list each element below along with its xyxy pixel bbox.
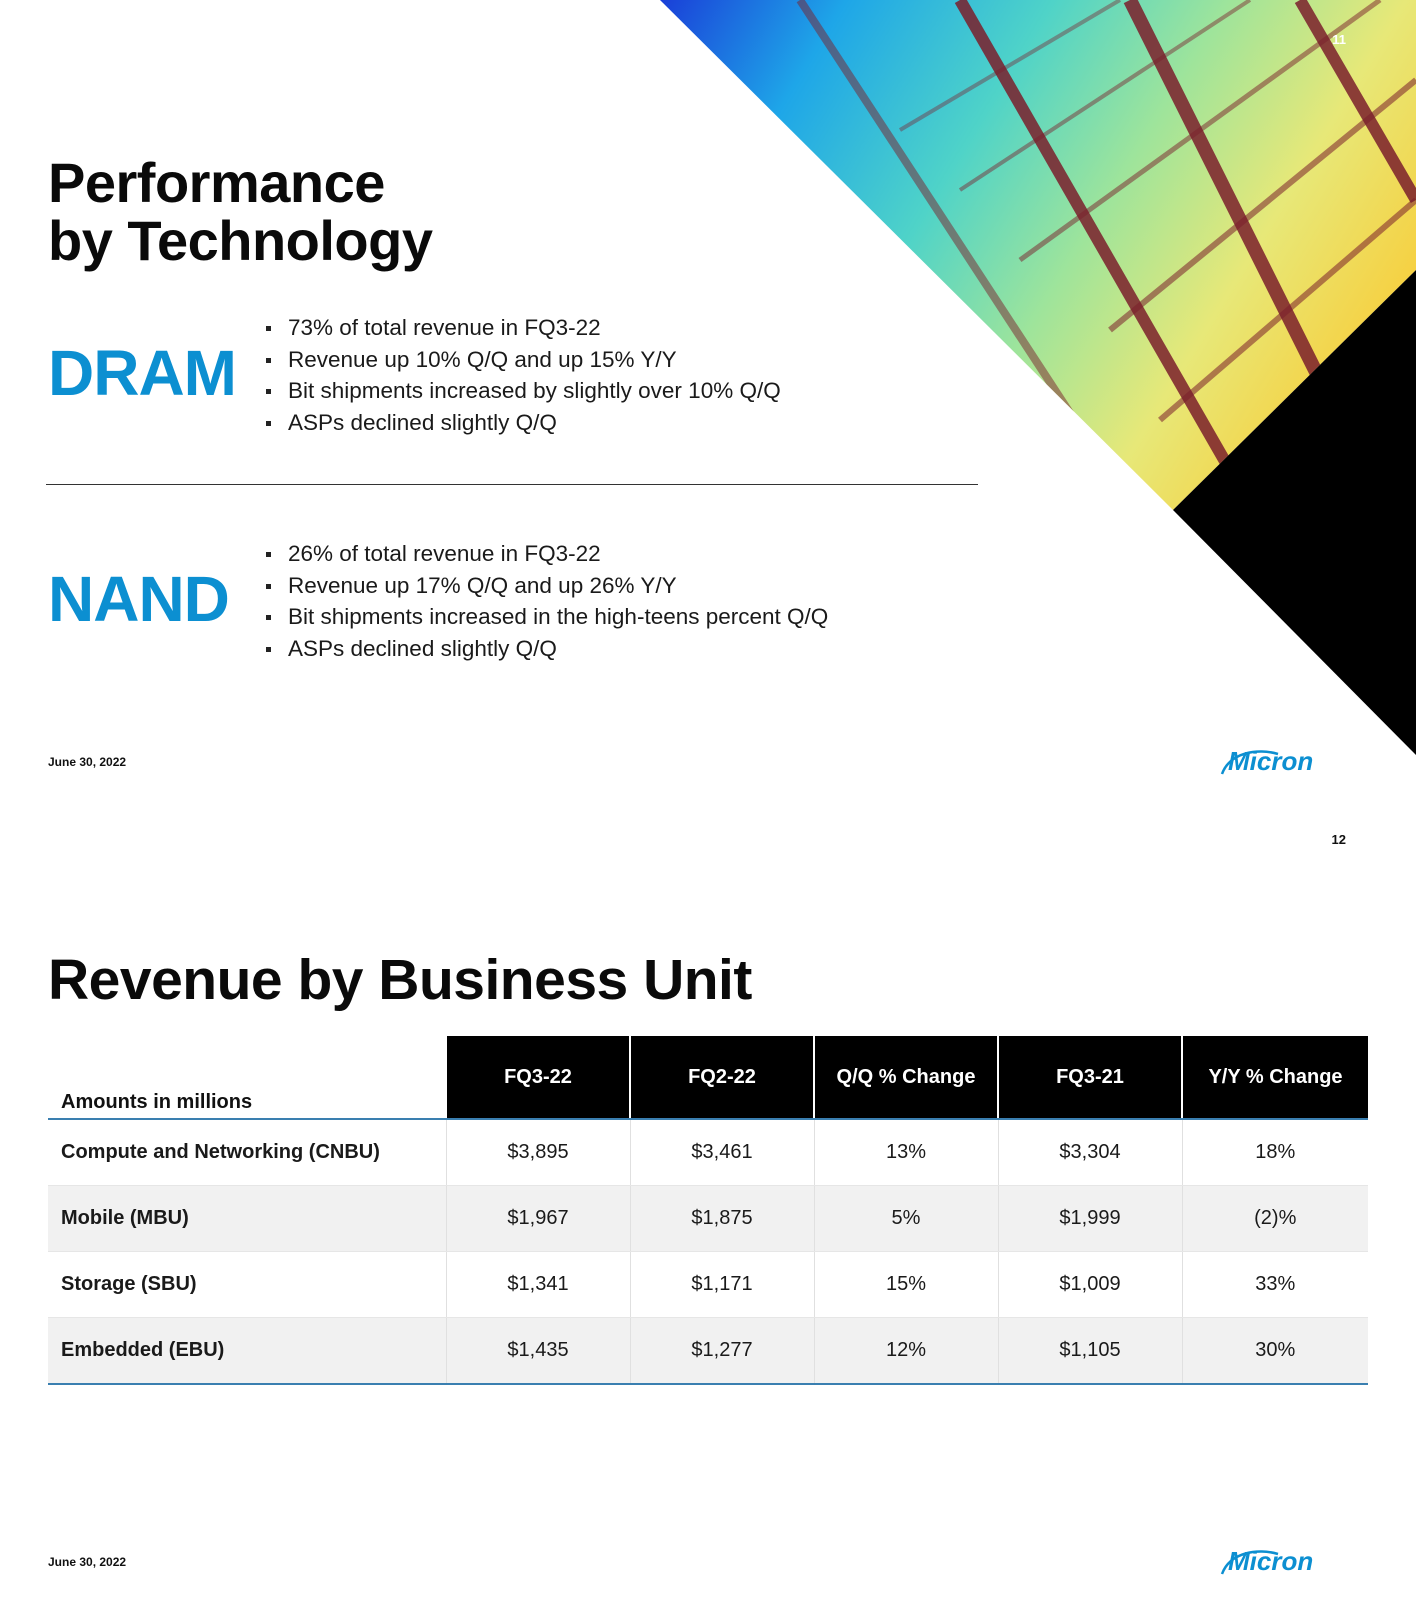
page-number: 12: [1331, 832, 1346, 847]
list-item: Bit shipments increased by slightly over…: [266, 375, 781, 407]
slide-date: June 30, 2022: [48, 1555, 127, 1569]
slide-title: Performance by Technology: [48, 154, 433, 270]
table-cell: 5%: [813, 1185, 998, 1252]
row-label: Storage (SBU): [48, 1251, 446, 1318]
page-number: 11: [1332, 32, 1346, 47]
table-cell: $3,304: [997, 1119, 1182, 1186]
slide-title-line-1: Performance: [48, 151, 385, 214]
row-label: Embedded (EBU): [48, 1317, 446, 1385]
table-cell: 30%: [1181, 1317, 1368, 1385]
table-cell: $1,999: [997, 1185, 1182, 1252]
nand-label: NAND: [48, 563, 230, 635]
list-item: ASPs declined slightly Q/Q: [266, 407, 781, 439]
table-row: Mobile (MBU) $1,967 $1,875 5% $1,999 (2)…: [48, 1185, 1368, 1252]
table-cell: $1,341: [445, 1251, 630, 1318]
table-cell: 13%: [813, 1119, 998, 1186]
dram-label: DRAM: [48, 337, 237, 409]
column-header: Q/Q % Change: [813, 1036, 998, 1120]
list-item: Revenue up 10% Q/Q and up 15% Y/Y: [266, 344, 781, 376]
table-cell: 33%: [1181, 1251, 1368, 1318]
column-header: FQ3-22: [445, 1036, 630, 1120]
svg-text:Micron: Micron: [1228, 746, 1313, 776]
table-cell: $3,461: [629, 1119, 814, 1186]
table-cell: $1,967: [445, 1185, 630, 1252]
section-divider: [46, 484, 978, 485]
slide-title-line-2: by Technology: [48, 209, 433, 272]
list-item: Revenue up 17% Q/Q and up 26% Y/Y: [266, 570, 828, 602]
row-label: Mobile (MBU): [48, 1185, 446, 1252]
table-header-row: Amounts in millions FQ3-22 FQ2-22 Q/Q % …: [48, 1036, 1368, 1120]
table-cell: 15%: [813, 1251, 998, 1318]
table-row: Storage (SBU) $1,341 $1,171 15% $1,009 3…: [48, 1251, 1368, 1318]
wafer-artwork: [660, 0, 1416, 755]
table-cell: (2)%: [1181, 1185, 1368, 1252]
slide-title: Revenue by Business Unit: [48, 948, 752, 1012]
table-cell: $1,105: [997, 1317, 1182, 1385]
table-row: Compute and Networking (CNBU) $3,895 $3,…: [48, 1119, 1368, 1186]
column-header: FQ3-21: [997, 1036, 1182, 1120]
micron-logo: Micron: [1220, 746, 1313, 776]
dram-bullet-list: 73% of total revenue in FQ3-22 Revenue u…: [266, 312, 781, 438]
table-cell: $1,009: [997, 1251, 1182, 1318]
table-cell: $1,435: [445, 1317, 630, 1385]
slide-performance-by-technology: 11 Performance by Technology DRAM 73% of…: [46, 0, 1416, 776]
list-item: ASPs declined slightly Q/Q: [266, 633, 828, 665]
table-cell: 18%: [1181, 1119, 1368, 1186]
list-item: 73% of total revenue in FQ3-22: [266, 312, 781, 344]
list-item: 26% of total revenue in FQ3-22: [266, 538, 828, 570]
svg-text:Micron: Micron: [1228, 1546, 1313, 1576]
list-item: Bit shipments increased in the high-teen…: [266, 601, 828, 633]
column-header: Y/Y % Change: [1181, 1036, 1368, 1120]
micron-logo: Micron: [1220, 1546, 1313, 1576]
table-cell: $3,895: [445, 1119, 630, 1186]
slide-date: June 30, 2022: [48, 755, 127, 769]
table-cell: 12%: [813, 1317, 998, 1385]
table-cell: $1,875: [629, 1185, 814, 1252]
column-header: FQ2-22: [629, 1036, 814, 1120]
row-label: Compute and Networking (CNBU): [48, 1119, 446, 1186]
table-cell: $1,277: [629, 1317, 814, 1385]
revenue-table: Amounts in millions FQ3-22 FQ2-22 Q/Q % …: [48, 1036, 1368, 1385]
table-cell: $1,171: [629, 1251, 814, 1318]
slide-revenue-by-business-unit: 12 Revenue by Business Unit Amounts in m…: [0, 800, 1416, 1600]
units-label: Amounts in millions: [48, 1036, 446, 1120]
nand-bullet-list: 26% of total revenue in FQ3-22 Revenue u…: [266, 538, 828, 664]
table-row: Embedded (EBU) $1,435 $1,277 12% $1,105 …: [48, 1317, 1368, 1385]
